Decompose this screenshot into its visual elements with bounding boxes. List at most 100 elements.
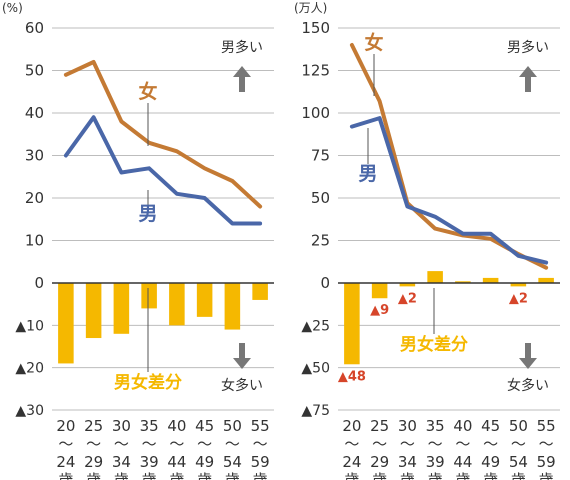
y-tick-label: ▲75: [301, 403, 330, 419]
series-line-male: [63, 115, 263, 226]
x-tick-label: 44: [453, 453, 472, 471]
x-tick-label: 〜: [539, 435, 554, 453]
difference-bar: [427, 271, 443, 283]
x-tick-label: 20: [56, 417, 75, 435]
series-label-male: 男: [358, 163, 377, 185]
panel-percent: (%)6050403020100▲10▲20▲30女男男女差分男多い女多い20〜…: [2, 1, 274, 480]
difference-series-label: 男女差分: [400, 334, 468, 355]
x-tick-label: 50: [223, 417, 242, 435]
x-tick-label: 〜: [344, 435, 359, 453]
x-tick-label: 〜: [455, 435, 470, 453]
men-more-label: 男多い: [221, 39, 263, 56]
x-tick-label: 25: [84, 417, 103, 435]
x-tick-label: 39: [426, 453, 445, 471]
difference-bar: [58, 283, 74, 364]
y-tick-label: 0: [320, 274, 330, 292]
difference-bar: [169, 283, 185, 326]
y-tick-label: 20: [25, 189, 44, 207]
x-tick-label: 歳: [372, 471, 387, 480]
difference-value-label: ▲2: [509, 291, 528, 306]
x-tick-label: 〜: [86, 435, 101, 453]
y-tick-label: 125: [301, 62, 330, 80]
x-tick-label: 歳: [253, 471, 268, 480]
x-tick-label: 20: [342, 417, 361, 435]
x-tick-label: 〜: [58, 435, 73, 453]
y-tick-label: 150: [301, 19, 330, 37]
y-tick-label: 60: [25, 19, 44, 37]
x-tick-label: 34: [398, 453, 417, 471]
y-tick-label: 50: [25, 62, 44, 80]
difference-value-label: ▲2: [398, 291, 417, 306]
x-tick-label: 49: [481, 453, 500, 471]
y-tick-label: 30: [25, 147, 44, 165]
x-tick-label: 〜: [142, 435, 157, 453]
x-tick-label: 40: [167, 417, 186, 435]
series-line-female: [63, 60, 263, 209]
x-tick-label: 45: [481, 417, 500, 435]
x-tick-label: 歳: [142, 471, 157, 480]
x-tick-label: 39: [140, 453, 159, 471]
y-tick-label: 100: [301, 104, 330, 122]
x-tick-label: 歳: [455, 471, 470, 480]
y-tick-label: 50: [311, 189, 330, 207]
x-tick-label: 歳: [114, 471, 129, 480]
x-tick-label: 歳: [539, 471, 554, 480]
x-tick-label: 〜: [114, 435, 129, 453]
y-tick-label: 40: [25, 104, 44, 122]
x-tick-label: 54: [509, 453, 528, 471]
x-tick-label: 〜: [225, 435, 240, 453]
difference-bar: [510, 283, 527, 287]
x-tick-label: 歳: [511, 471, 526, 480]
x-tick-label: 〜: [483, 435, 498, 453]
x-tick-label: 歳: [197, 471, 212, 480]
x-tick-label: 40: [453, 417, 472, 435]
difference-bar: [538, 277, 554, 283]
x-tick-label: 歳: [344, 471, 359, 480]
x-tick-label: 〜: [400, 435, 415, 453]
x-tick-label: 29: [84, 453, 103, 471]
x-tick-label: 歳: [86, 471, 101, 480]
difference-bar: [252, 283, 268, 300]
x-tick-label: 35: [140, 417, 159, 435]
women-more-label: 女多い: [507, 377, 549, 394]
x-tick-label: 49: [195, 453, 214, 471]
women-more-label: 女多い: [221, 377, 263, 394]
up-arrow-icon: [519, 66, 537, 92]
x-tick-label: 〜: [253, 435, 268, 453]
y-tick-label: ▲10: [15, 318, 44, 334]
difference-bar: [224, 283, 241, 330]
x-tick-label: 歳: [225, 471, 240, 480]
y-tick-label: 25: [311, 232, 330, 250]
x-tick-label: 45: [195, 417, 214, 435]
y-tick-label: ▲30: [15, 403, 44, 419]
difference-bar: [399, 283, 416, 287]
difference-series-label: 男女差分: [114, 372, 182, 393]
x-tick-label: 50: [509, 417, 528, 435]
y-axis-unit-label: (万人): [294, 1, 327, 15]
x-tick-label: 〜: [169, 435, 184, 453]
series-label-female: 女: [138, 80, 157, 103]
difference-bar: [371, 283, 388, 299]
men-more-label: 男多い: [507, 39, 549, 56]
difference-bar: [455, 281, 471, 283]
y-tick-label: ▲20: [15, 361, 44, 377]
x-tick-label: 59: [537, 453, 556, 471]
y-axis-unit-label: (%): [2, 1, 23, 15]
x-tick-label: 30: [398, 417, 417, 435]
down-arrow-icon: [233, 343, 251, 369]
difference-bar: [113, 283, 130, 334]
up-arrow-icon: [233, 66, 251, 92]
x-tick-label: 29: [370, 453, 389, 471]
x-tick-label: 歳: [58, 471, 73, 480]
x-tick-label: 59: [251, 453, 270, 471]
x-tick-label: 35: [426, 417, 445, 435]
x-tick-label: 55: [251, 417, 270, 435]
y-tick-label: ▲50: [301, 361, 330, 377]
difference-bar: [344, 283, 360, 365]
x-tick-label: 34: [112, 453, 131, 471]
x-tick-label: 24: [342, 453, 361, 471]
difference-bar: [141, 283, 157, 309]
x-tick-label: 30: [112, 417, 131, 435]
